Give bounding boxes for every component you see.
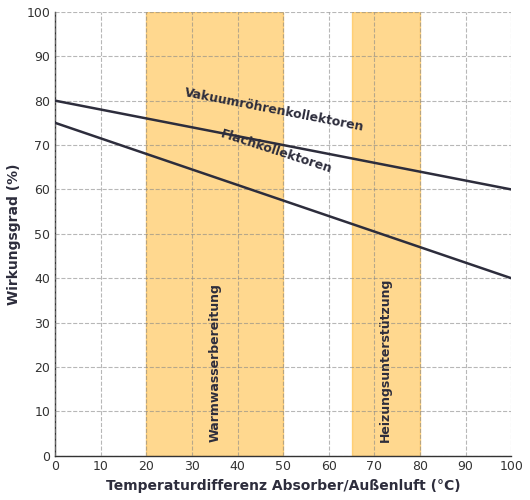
Text: Heizungsunterstützung: Heizungsunterstützung: [379, 278, 392, 442]
Bar: [146, 12, 283, 456]
Text: Flachkollektoren: Flachkollektoren: [219, 128, 334, 176]
Y-axis label: Wirkungsgrad (%): Wirkungsgrad (%): [7, 163, 21, 304]
X-axis label: Temperaturdifferenz Absorber/Außenluft (°C): Temperaturdifferenz Absorber/Außenluft (…: [106, 479, 461, 493]
Text: Warmwasserbereitung: Warmwasserbereitung: [208, 284, 222, 442]
Text: Vakuumröhrenkollektoren: Vakuumröhrenkollektoren: [183, 86, 365, 134]
Bar: [351, 12, 420, 456]
